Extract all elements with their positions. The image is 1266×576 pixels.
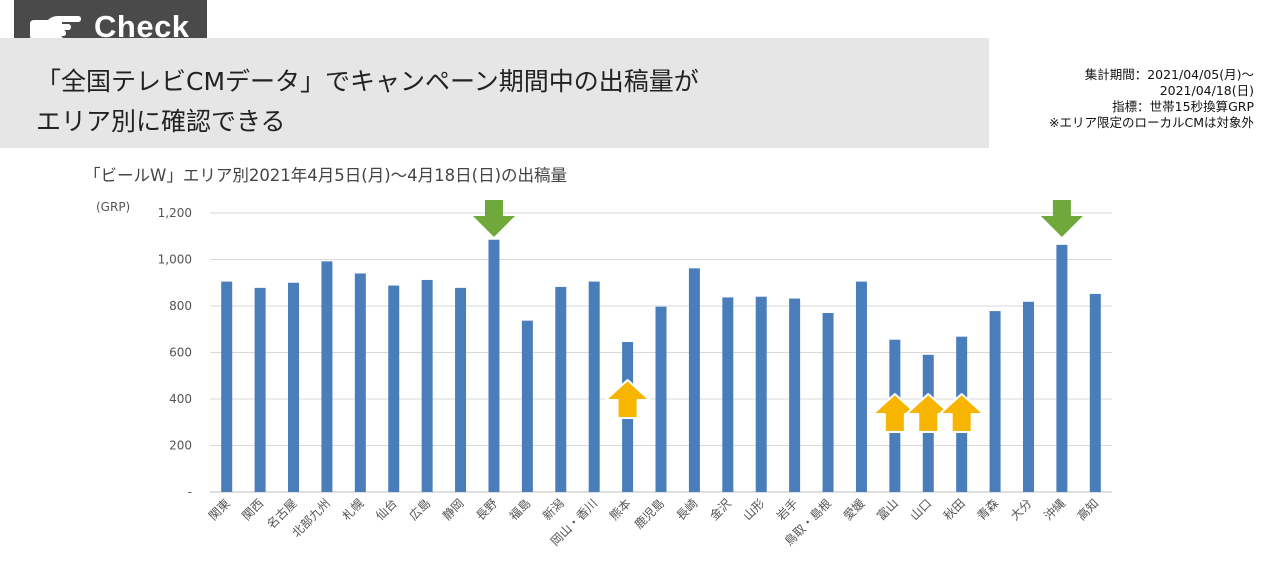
x-tick-label: 仙台 <box>372 496 400 524</box>
x-tick-label: 福島 <box>506 496 534 524</box>
notes-block: 集計期間：2021/04/05(月)～ 2021/04/18(日) 指標：世帯1… <box>1049 67 1254 131</box>
bar <box>221 281 233 492</box>
bar <box>588 281 600 492</box>
bar <box>254 287 266 492</box>
y-tick-label: 200 <box>169 439 192 453</box>
bar <box>688 268 700 492</box>
x-tick-label: 関東 <box>206 496 233 523</box>
bar <box>488 239 500 492</box>
x-tick-label: 富山 <box>873 496 901 524</box>
headline-line-1: 「全国テレビCMデータ」でキャンペーン期間中の出稿量が <box>36 67 699 96</box>
x-tick-label: 広島 <box>406 496 434 524</box>
y-tick-label: 800 <box>169 299 192 313</box>
bar <box>455 287 467 492</box>
y-tick-label: 600 <box>169 346 192 360</box>
x-tick-label: 札幌 <box>339 496 367 524</box>
x-tick-label: 愛媛 <box>841 496 868 523</box>
bar <box>388 285 400 492</box>
down-arrow-icon <box>1040 200 1083 237</box>
bar <box>722 297 734 492</box>
note-exclusion: ※エリア限定のローカルCMは対象外 <box>1049 115 1254 130</box>
bar <box>755 296 767 492</box>
x-tick-label: 関西 <box>239 496 266 523</box>
y-tick-label: - <box>188 485 192 499</box>
note-period-end: 2021/04/18(日) <box>1159 83 1254 98</box>
x-tick-label: 岩手 <box>773 496 801 524</box>
bar <box>855 281 867 492</box>
bar <box>521 320 533 492</box>
x-tick-label: 熊本 <box>606 496 634 524</box>
bar <box>789 298 801 492</box>
x-tick-label: 大分 <box>1008 496 1035 523</box>
x-tick-label: 沖縄 <box>1040 496 1068 524</box>
y-tick-label: 1,000 <box>158 253 192 267</box>
bar <box>1089 293 1101 492</box>
y-axis-unit: (GRP) <box>96 200 131 214</box>
pointing-hand-icon <box>30 16 81 41</box>
x-tick-label: 青森 <box>974 496 1002 524</box>
bar <box>1022 301 1034 492</box>
x-tick-label: 秋田 <box>941 496 968 523</box>
y-tick-label: 400 <box>169 392 192 406</box>
x-tick-label: 静岡 <box>440 496 467 523</box>
headline-banner: 「全国テレビCMデータ」でキャンペーン期間中の出稿量が エリア別に確認できる <box>0 38 989 148</box>
x-tick-label: 長崎 <box>674 496 701 523</box>
note-metric: 指標：世帯15秒換算GRP <box>1112 99 1254 114</box>
x-tick-label: 新潟 <box>539 496 567 524</box>
x-tick-label: 鹿児島 <box>631 496 667 532</box>
bar <box>1056 244 1068 492</box>
bar <box>989 311 1001 492</box>
x-tick-label: 金沢 <box>706 496 734 524</box>
y-tick-label: 1,200 <box>158 206 192 220</box>
bar <box>822 312 834 492</box>
up-arrow-icon <box>938 393 985 433</box>
x-tick-label: 長野 <box>473 496 500 523</box>
x-tick-label: 高知 <box>1074 496 1102 524</box>
chart-title: 「ビールW」エリア別2021年4月5日(月)～4月18日(日)の出稿量 <box>84 166 568 185</box>
headline-line-2: エリア別に確認できる <box>36 107 286 136</box>
x-tick-label: 山口 <box>907 496 934 523</box>
bar <box>655 306 667 492</box>
bar <box>354 273 366 492</box>
bar <box>421 279 433 492</box>
x-tick-label: 山形 <box>740 496 767 523</box>
note-period-start: 集計期間：2021/04/05(月)～ <box>1084 67 1254 82</box>
bar <box>555 286 567 492</box>
bar <box>288 282 300 492</box>
down-arrow-icon <box>472 200 515 237</box>
bar <box>321 261 333 492</box>
up-arrow-icon <box>604 379 651 419</box>
